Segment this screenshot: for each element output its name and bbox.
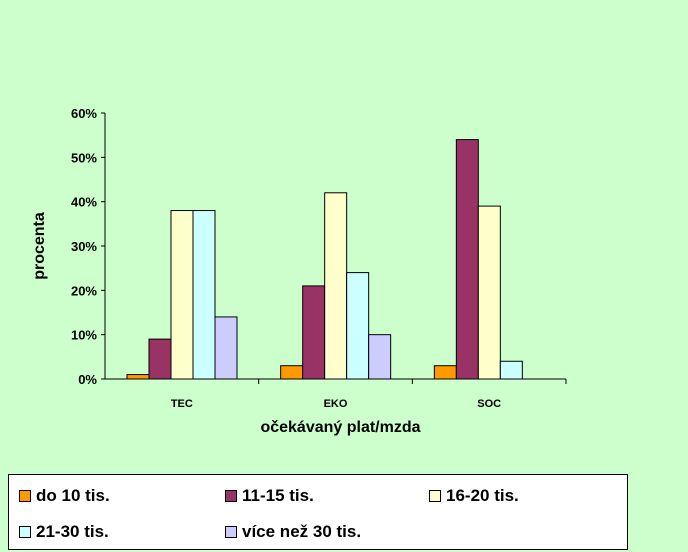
legend-label: více než 30 tis. <box>242 522 362 541</box>
x-axis-category-labels: TEC EKO SOC <box>171 379 567 410</box>
legend-item: 16-20 tis. <box>429 486 519 506</box>
x-category-label: TEC <box>171 398 193 410</box>
bar <box>368 334 392 380</box>
legend-item: do 10 tis. <box>19 486 110 506</box>
y-axis-title: procenta <box>31 212 48 280</box>
y-tick-label: 40% <box>71 195 97 210</box>
bar <box>192 210 216 380</box>
y-axis-ticks: 0% 10% 20% 30% 40% 50% 60% <box>71 106 105 387</box>
bar <box>455 139 479 380</box>
legend-swatch <box>19 526 31 538</box>
y-tick-label: 60% <box>71 106 97 121</box>
legend-item: více než 30 tis. <box>225 522 361 542</box>
bar-series <box>126 139 523 380</box>
y-tick-label: 0% <box>78 372 97 387</box>
legend-swatch <box>225 526 237 538</box>
legend-item: 21-30 tis. <box>19 522 109 542</box>
x-axis-title: očekávaný plat/mzda <box>260 419 420 436</box>
x-category-label: SOC <box>477 398 501 410</box>
y-tick-label: 20% <box>71 283 97 298</box>
y-tick-label: 30% <box>71 239 97 254</box>
legend: do 10 tis. 11-15 tis. 16-20 tis. 21-30 tis.… <box>8 474 628 550</box>
legend-label: 16-20 tis. <box>446 486 519 505</box>
y-tick-label: 10% <box>71 328 97 343</box>
y-tick-label: 50% <box>71 150 97 165</box>
x-category-label: EKO <box>324 398 348 410</box>
bar <box>170 210 194 380</box>
bar <box>324 192 348 380</box>
legend-swatch <box>19 490 31 502</box>
legend-label: 11-15 tis. <box>242 486 314 505</box>
legend-swatch <box>429 490 441 502</box>
bar <box>148 338 172 380</box>
legend-label: do 10 tis. <box>36 486 110 505</box>
bar-chart: 0% 10% 20% 30% 40% 50% 60% TEC EKO SOC očekávaný… <box>31 106 567 436</box>
legend-swatch <box>225 490 237 502</box>
legend-item: 11-15 tis. <box>225 486 314 506</box>
bar <box>214 316 238 380</box>
bar <box>126 374 150 380</box>
bar <box>477 205 501 380</box>
bar <box>280 365 304 380</box>
legend-label: 21-30 tis. <box>36 522 109 541</box>
bar <box>433 365 457 380</box>
bar <box>302 285 326 380</box>
bar <box>346 272 370 380</box>
bar <box>499 360 523 380</box>
